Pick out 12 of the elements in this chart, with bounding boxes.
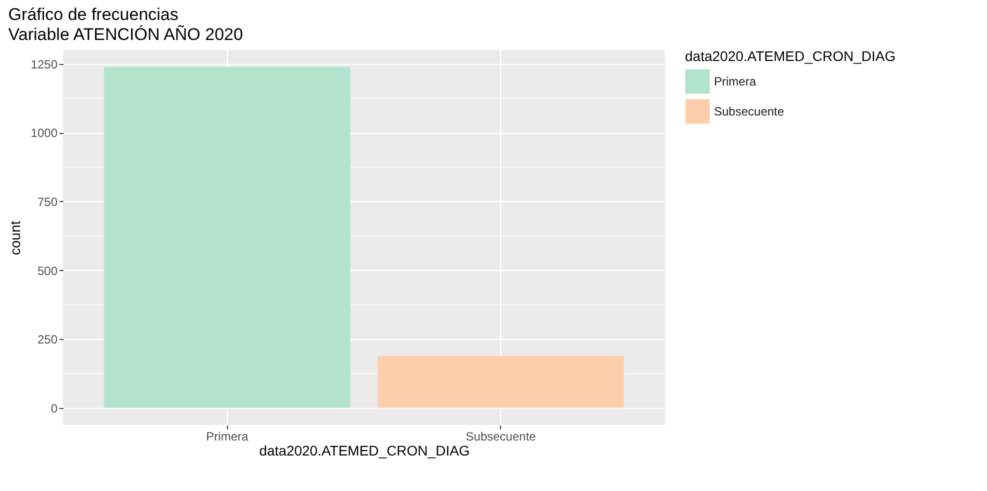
y-tick-label: 1000 (30, 126, 58, 140)
chart-title: Gráfico de frecuencias Variable ATENCIÓN AÑO 2020 (8, 5, 243, 44)
legend-title: data2020.ATEMED_CRON_DIAG (685, 48, 896, 64)
y-tick-label: 1250 (30, 57, 58, 72)
legend-label: Subsecuente (714, 104, 784, 118)
y-tick-label: 500 (37, 264, 58, 278)
y-tick-label: 750 (37, 194, 58, 209)
legend-label: Primera (714, 74, 756, 88)
y-axis-title: count (6, 220, 23, 256)
y-tick-label: 250 (37, 332, 58, 347)
x-axis-title: data2020.ATEMED_CRON_DIAG (259, 442, 470, 458)
y-tick-label: 0 (50, 401, 58, 416)
